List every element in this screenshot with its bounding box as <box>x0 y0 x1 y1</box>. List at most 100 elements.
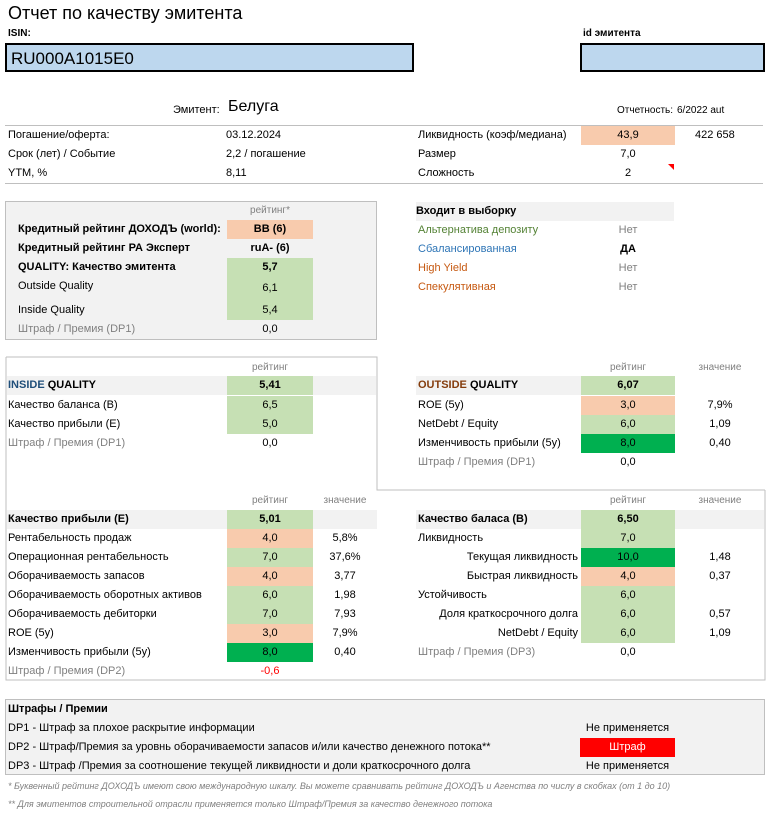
profit-extra: 7,93 <box>334 608 356 620</box>
inside-total: 5,41 <box>227 376 313 395</box>
isin-label: ISIN: <box>8 28 31 39</box>
outside-title-b: QUALITY <box>466 379 519 391</box>
rating-label: Кредитный рейтинг ДОХОДЪ (world): <box>18 223 221 235</box>
balance-label: Штраф / Премия (DP3) <box>418 646 536 658</box>
balance-extra: 1,48 <box>709 551 731 563</box>
selection-label: High Yield <box>418 262 468 274</box>
outside-total: 6,07 <box>581 376 675 395</box>
outside-value: 0,0 <box>620 456 636 468</box>
profit-extra: 0,40 <box>334 646 356 658</box>
id-label: id эмитента <box>583 28 641 39</box>
profit-extra: 1,98 <box>334 589 356 601</box>
balance-value: 6,0 <box>581 624 675 643</box>
selection-label: Сбалансированная <box>418 243 517 255</box>
balance-label: Устойчивость <box>418 589 487 601</box>
selection-label: Альтернатива депозиту <box>418 224 539 236</box>
info-label: Ликвидность (коэф/медиана) <box>418 129 567 141</box>
profit-extra: 7,9% <box>332 627 358 639</box>
info-label: Погашение/оферта: <box>8 129 110 141</box>
info-label: Размер <box>418 148 456 160</box>
dohod-rating: BB (6) <box>227 220 313 239</box>
info-value: 03.12.2024 <box>226 129 282 141</box>
liquidity-value: 43,9 <box>581 126 675 145</box>
comment-marker-icon <box>668 164 674 170</box>
profit-total: 5,01 <box>227 510 313 529</box>
emitter-label: Эмитент: <box>173 104 220 116</box>
penalty-value: Штраф <box>580 738 675 757</box>
penalty-label: DP3 - Штраф /Премия за соотношение текущ… <box>8 760 471 772</box>
rating-col-header: рейтинг* <box>250 205 290 216</box>
report-label: Отчетность: <box>617 105 674 116</box>
selection-label: Спекулятивная <box>418 281 496 293</box>
balance-col-header2: значение <box>698 495 742 506</box>
balance-label: Текущая ликвидность <box>466 551 578 563</box>
profit-title: Качество прибыли (E) <box>8 513 129 525</box>
footnote: * Буквенный рейтинг ДОХОДЪ имеют свою ме… <box>8 781 671 791</box>
outside-title: OUTSIDE QUALITY <box>418 376 518 395</box>
balance-label: Ликвидность <box>418 532 484 544</box>
rating-label: QUALITY: Качество эмитента <box>18 261 176 273</box>
selection-value: Нет <box>618 262 638 274</box>
balance-label: Быстрая ликвидность <box>466 570 578 582</box>
profit-label: Изменчивость прибыли (5y) <box>8 646 151 658</box>
selection-value: Нет <box>618 281 638 293</box>
page-title: Отчет по качеству эмитента <box>8 3 243 23</box>
balance-label: NetDebt / Equity <box>497 627 578 639</box>
rating-label: Кредитный рейтинг РА Эксперт <box>18 242 190 254</box>
rating-label: Штраф / Премия (DP1) <box>18 323 136 335</box>
profit-value: 6,0 <box>227 586 313 605</box>
info-value: 2,2 / погашение <box>226 148 306 160</box>
penalty-label: DP2 - Штраф/Премия за уровнь оборачиваем… <box>8 741 491 753</box>
profit-label: Операционная рентабельность <box>8 551 169 563</box>
isin-value: RU000A1015E0 <box>11 49 134 68</box>
penalties-title: Штрафы / Премии <box>8 703 108 715</box>
outside-title-row <box>416 376 581 395</box>
inside-quality-rating: 5,4 <box>227 299 313 320</box>
balance-total: 6,50 <box>581 510 675 529</box>
profit-value: 8,0 <box>227 643 313 662</box>
profit-extra: 3,77 <box>334 570 356 582</box>
inside-value: 0,0 <box>262 437 278 449</box>
quality-rating: 5,7 <box>227 258 313 277</box>
complexity-value: 2 <box>624 167 632 179</box>
outside-value: 6,0 <box>581 415 675 434</box>
balance-value: 7,0 <box>581 529 675 548</box>
outside-col-header: рейтинг <box>609 362 647 373</box>
balance-title: Качество баласа (B) <box>418 513 528 525</box>
footnote: ** Для эмитентов строительной отрасли пр… <box>8 799 493 809</box>
info-label: Срок (лет) / Событие <box>8 148 116 160</box>
profit-value: 3,0 <box>227 624 313 643</box>
profit-label: Оборачиваемость оборотных активов <box>8 589 202 601</box>
report-value: 6/2022 aut <box>677 105 725 116</box>
rating-label: Outside Quality <box>18 280 94 292</box>
balance-extra: 0,57 <box>709 608 731 620</box>
info-label: Сложность <box>418 167 475 179</box>
isin-input[interactable]: RU000A1015E0 <box>5 43 414 72</box>
outside-extra: 7,9% <box>707 399 733 411</box>
profit-label: Оборачиваемость запасов <box>8 570 145 582</box>
outside-value: 3,0 <box>581 396 675 415</box>
outside-extra: 0,40 <box>709 437 731 449</box>
profit-label: Штраф / Премия (DP2) <box>8 665 126 677</box>
balance-extra: 0,37 <box>709 570 731 582</box>
selection-value: Нет <box>618 224 638 236</box>
balance-value: 6,0 <box>581 605 675 624</box>
inside-value: 6,5 <box>227 396 313 415</box>
id-input[interactable] <box>580 43 765 72</box>
balance-label: Доля краткосрочного долга <box>439 608 578 620</box>
outside-label: ROE (5y) <box>418 399 464 411</box>
liquidity-extra: 422 658 <box>695 129 735 141</box>
penalty-value: Не применяется <box>585 760 670 772</box>
outside-label: Штраф / Премия (DP1) <box>418 456 536 468</box>
info-label: YTM, % <box>8 167 48 179</box>
profit-label: Рентабельность продаж <box>8 532 132 544</box>
balance-value: 10,0 <box>581 548 675 567</box>
penalty-label: DP1 - Штраф за плохое раскрытие информац… <box>8 722 255 734</box>
penalties-panel <box>5 699 765 775</box>
outside-value: 8,0 <box>581 434 675 453</box>
profit-value: -0,6 <box>260 665 280 677</box>
outside-title-a: OUTSIDE <box>418 379 467 391</box>
selection-title: Входит в выборку <box>416 202 674 221</box>
profit-value: 4,0 <box>227 567 313 586</box>
